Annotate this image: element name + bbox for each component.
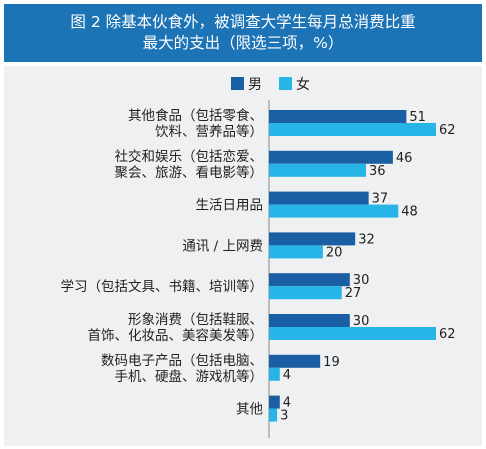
value-label-0-0: 51: [409, 110, 426, 125]
value-label-1-1: 36: [369, 164, 386, 179]
bar-女-2: [269, 204, 399, 218]
category-label-0-1: 饮料、营养品等）: [155, 123, 263, 140]
bar-女-0: [269, 123, 436, 136]
value-label-0-5: 30: [353, 314, 370, 329]
legend-swatch-0: [231, 77, 244, 90]
category-label-6-1: 手机、硬盘、游戏机等）: [115, 368, 264, 385]
bar-男-6: [269, 354, 321, 368]
value-label-1-5: 62: [439, 327, 456, 342]
legend-swatch-1: [279, 77, 292, 90]
value-label-1-2: 48: [401, 205, 418, 220]
category-label-3-0: 通讯 / 上网费: [182, 238, 263, 254]
chart-plot-area: 男 女其他食品（包括零食、 饮料、营养品等） 51 62 社交和娱乐（包括恋爱、 聚会、旅游…: [4, 66, 482, 446]
value-label-1-3: 20: [326, 245, 343, 260]
category-label-1-1: 聚会、旅游、看电影等）: [115, 164, 264, 181]
bar-男-4: [269, 273, 350, 287]
value-label-0-6: 19: [323, 355, 340, 370]
category-label-5-0: 形象消费（包括鞋服、: [128, 312, 263, 328]
legend-label-0: 男: [248, 77, 262, 93]
category-label-5-1: 首饰、化妆品、美容美发等）: [88, 327, 264, 344]
category-label-1-0: 社交和娱乐（包括恋爱、: [115, 148, 264, 165]
value-label-1-0: 62: [439, 123, 456, 138]
category-label-7-0: 其他: [236, 402, 263, 418]
bar-女-6: [269, 367, 280, 381]
value-label-0-2: 37: [372, 192, 389, 207]
bar-男-2: [269, 191, 369, 205]
chart-title-line-2: 最大的支出（限选三项，%）: [142, 34, 344, 52]
value-label-1-6: 4: [283, 368, 291, 383]
bar-男-0: [269, 110, 407, 123]
bar-女-1: [269, 163, 366, 177]
value-label-0-1: 46: [396, 151, 413, 166]
bar-男-7: [269, 395, 280, 409]
bar-男-3: [269, 232, 356, 246]
bar-女-7: [269, 408, 278, 422]
chart-title-line-1: 图 2 除基本伙食外，被调查大学生每月总消费比重: [70, 13, 416, 31]
value-label-0-3: 32: [358, 232, 375, 247]
bar-女-3: [269, 245, 323, 259]
bar-男-5: [269, 314, 350, 327]
bar-男-1: [269, 150, 393, 164]
bar-女-4: [269, 286, 342, 300]
value-label-0-4: 30: [353, 273, 370, 288]
value-label-0-7: 4: [283, 396, 291, 411]
category-label-0-0: 其他食品（包括零食、: [128, 107, 263, 124]
bar-女-5: [269, 327, 436, 340]
value-label-1-7: 3: [280, 409, 288, 424]
category-label-2-0: 生活日用品: [196, 198, 264, 214]
chart-title: 图 2 除基本伙食外，被调查大学生每月总消费比重 最大的支出（限选三项，%）: [4, 4, 482, 62]
legend-label-1: 女: [296, 76, 310, 93]
category-label-6-0: 数码电子产品（包括电脑、: [101, 353, 263, 369]
value-label-1-4: 27: [345, 286, 362, 301]
category-label-4-0: 学习（包括文具、书籍、培训等）: [61, 278, 264, 295]
